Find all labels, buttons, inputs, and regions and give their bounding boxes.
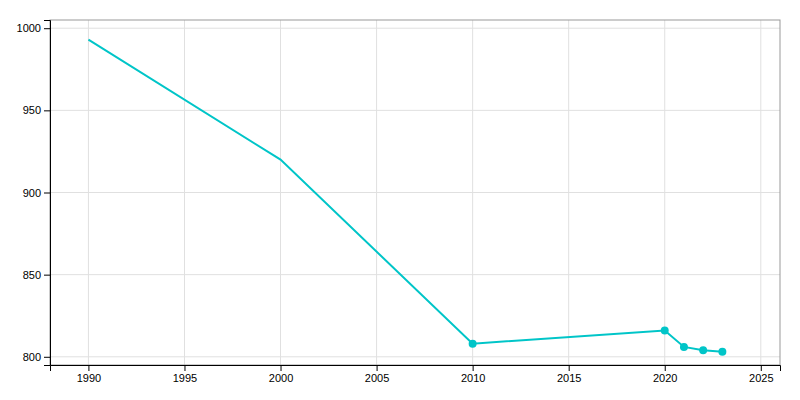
y-axis: 800 850 900 950 1000 [17, 21, 51, 366]
x-tick: 2010 [461, 365, 485, 384]
y-tick-mark [44, 28, 50, 29]
x-tick-label: 2015 [557, 372, 581, 384]
point [680, 343, 688, 351]
y-tick: 900 [23, 187, 50, 199]
x-tick-mark [569, 365, 570, 371]
grid-line [50, 192, 780, 193]
x-tick-label: 2005 [365, 372, 389, 384]
chart: 1990 1995 2000 2005 2010 2015 2020 2025 800 850 90… [0, 0, 800, 400]
y-tick-label: 800 [23, 351, 41, 363]
x-tick-mark [88, 365, 89, 371]
plot: 1990 1995 2000 2005 2010 2015 2020 2025 800 850 90… [17, 20, 781, 384]
point [699, 346, 707, 354]
x-tick-mark [184, 365, 185, 371]
x-tick-label: 1990 [77, 372, 101, 384]
x-tick-mark [665, 365, 666, 371]
point [661, 327, 669, 335]
x-tick-mark [377, 365, 378, 371]
x-tick-mark [473, 365, 474, 371]
x-axis: 1990 1995 2000 2005 2010 2015 2020 2025 [51, 365, 781, 384]
y-tick-mark [44, 193, 50, 194]
point [469, 340, 477, 348]
x-tick: 1995 [173, 365, 197, 384]
y-tick-label: 850 [23, 269, 41, 281]
grid [50, 20, 780, 365]
y-tick-mark [44, 275, 50, 276]
y-tick: 950 [23, 104, 50, 116]
grid-line [50, 28, 780, 29]
y-tick-label: 1000 [17, 22, 41, 34]
y-tick: 1000 [17, 22, 50, 34]
x-tick-label: 2010 [461, 372, 485, 384]
point [718, 348, 726, 356]
x-tick-mark [761, 365, 762, 371]
y-tick: 850 [23, 269, 50, 281]
grid-line [50, 356, 780, 357]
y-axis-line [44, 21, 51, 366]
x-tick-label: 1995 [173, 372, 197, 384]
x-tick-label: 2000 [269, 372, 293, 384]
x-tick: 2025 [749, 365, 773, 384]
grid-line [50, 110, 780, 111]
y-tick: 800 [23, 351, 50, 363]
x-tick-label: 2025 [749, 372, 773, 384]
y-tick-mark [44, 110, 50, 111]
grid-line [50, 274, 780, 275]
marks [88, 40, 726, 356]
x-tick-label: 2020 [653, 372, 677, 384]
y-tick-label: 900 [23, 187, 41, 199]
x-tick: 2005 [365, 365, 389, 384]
line [88, 40, 722, 352]
y-tick-mark [44, 357, 50, 358]
x-tick: 1990 [77, 365, 101, 384]
x-tick: 2015 [557, 365, 581, 384]
x-tick: 2000 [269, 365, 293, 384]
y-tick-label: 950 [23, 104, 41, 116]
x-tick: 2020 [653, 365, 677, 384]
x-tick-mark [281, 365, 282, 371]
x-axis-line [51, 366, 781, 372]
plot-frame [50, 20, 780, 365]
